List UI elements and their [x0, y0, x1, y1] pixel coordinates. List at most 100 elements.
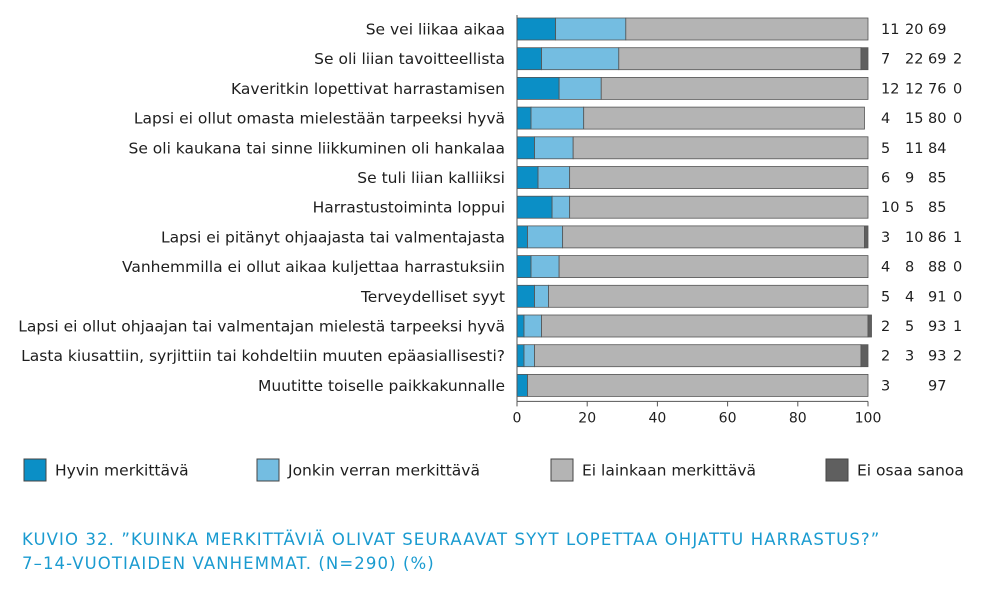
value-label: 12: [905, 81, 923, 97]
value-label: 0: [953, 260, 962, 276]
bar-segment: [864, 225, 869, 249]
x-tick-label: 80: [789, 410, 807, 426]
value-label: 7: [881, 52, 890, 68]
value-label: 5: [881, 289, 890, 305]
stacked-bar-chart: Se vei liikaa aikaa Se oli liian tavoitte…: [18, 15, 964, 482]
bar-segment: [516, 47, 542, 71]
bar-segment: [527, 225, 564, 249]
legend-swatch: [23, 458, 47, 482]
bar-segment: [537, 166, 571, 189]
value-label: 2: [881, 349, 890, 365]
legend-label: Ei lainkaan merkittävä: [582, 462, 756, 480]
value-label: 20: [905, 22, 923, 38]
value-label: 2: [953, 52, 962, 68]
bar-segment: [523, 344, 535, 368]
value-label: 3: [881, 378, 890, 394]
bar-segment: [516, 344, 525, 368]
bar-segment: [625, 17, 869, 41]
legend-swatch: [256, 458, 280, 482]
bar-segment: [516, 314, 525, 338]
bar-segment: [860, 344, 869, 368]
category-label: Kaveritkin lopettivat harrastamisen: [231, 80, 505, 98]
bar-segment: [860, 47, 869, 71]
category-label: Se oli liian tavoitteellista: [314, 50, 505, 68]
value-label: 4: [881, 111, 890, 127]
bar-segment: [555, 17, 627, 41]
bar-segment: [516, 106, 532, 130]
bar-segment: [534, 344, 862, 368]
value-label: 93: [928, 319, 946, 335]
bar-segment: [569, 195, 869, 219]
bar-segment: [516, 225, 528, 249]
value-label: 4: [905, 289, 914, 305]
value-label: 8: [905, 260, 914, 276]
value-label: 69: [928, 52, 946, 68]
bar-segment: [530, 106, 585, 130]
bar-segment: [516, 136, 535, 160]
bar-segment: [558, 255, 869, 279]
bar-segment: [548, 284, 869, 308]
bar-segment: [530, 255, 560, 279]
x-tick-label: 0: [513, 410, 522, 426]
legend-label: Jonkin verran merkittävä: [287, 462, 480, 480]
x-tick-label: 20: [578, 410, 596, 426]
bar-segment: [572, 136, 869, 160]
bar-segment: [618, 47, 862, 71]
x-tick-label: 40: [648, 410, 666, 426]
category-label: Terveydelliset syyt: [360, 288, 505, 306]
value-label: 85: [928, 200, 946, 216]
legend: Hyvin merkittävä Jonkin verran merkittävä…: [23, 458, 964, 482]
category-label: Muutitte toiselle paikkakunnalle: [258, 377, 505, 395]
bar-segment: [569, 166, 869, 189]
value-label: 6: [881, 171, 890, 187]
value-label: 88: [928, 260, 946, 276]
category-label: Lasta kiusattiin, syrjittiin tai kohdelt…: [21, 347, 505, 365]
bar-segment: [523, 314, 542, 338]
value-label: 1: [953, 319, 962, 335]
category-label: Se tuli liian kalliiksi: [357, 169, 505, 187]
value-label: 15: [905, 111, 923, 127]
category-label: Vanhemmilla ei ollut aikaa kuljettaa har…: [122, 258, 505, 276]
bar-segment: [867, 314, 872, 338]
category-label: Lapsi ei ollut omasta mielestään tarpeek…: [134, 110, 505, 128]
value-label: 69: [928, 22, 946, 38]
category-label: Lapsi ei pitänyt ohjaajasta tai valmenta…: [161, 228, 505, 246]
value-label: 10: [905, 230, 923, 246]
value-label: 1: [953, 230, 962, 246]
value-label: 0: [953, 81, 962, 97]
value-label: 91: [928, 289, 946, 305]
x-tick-label: 100: [855, 410, 882, 426]
bar-segment: [541, 47, 620, 71]
figure-caption: KUVIO 32. ”KUINKA MERKITTÄVIÄ OLIVAT SEU…: [22, 528, 992, 576]
value-label: 5: [881, 141, 890, 157]
value-label: 85: [928, 171, 946, 187]
value-label: 10: [881, 200, 899, 216]
value-label: 5: [905, 200, 914, 216]
value-label: 97: [928, 378, 946, 394]
bar-segment: [551, 195, 571, 219]
caption-line-2: 7–14-VUOTIAIDEN VANHEMMAT. (N=290) (%): [22, 554, 435, 573]
bars: [516, 17, 872, 397]
bar-segment: [516, 77, 560, 100]
bar-segment: [541, 314, 869, 338]
category-label: Harrastustoiminta loppui: [313, 199, 505, 217]
bar-segment: [516, 166, 539, 189]
value-label: 2: [881, 319, 890, 335]
legend-swatch: [550, 458, 574, 482]
legend-label: Hyvin merkittävä: [55, 462, 189, 480]
value-label: 3: [881, 230, 890, 246]
value-label: 80: [928, 111, 946, 127]
legend-label: Ei osaa sanoa: [857, 462, 964, 480]
bar-segment: [516, 373, 528, 397]
value-label: 2: [953, 349, 962, 365]
category-label: Lapsi ei ollut ohjaajan tai valmentajan …: [18, 318, 505, 336]
value-label: 12: [881, 81, 899, 97]
value-label: 0: [953, 111, 962, 127]
bar-segment: [527, 373, 869, 397]
category-label: Se vei liikaa aikaa: [366, 21, 505, 39]
bar-segment: [516, 255, 532, 279]
value-label: 22: [905, 52, 923, 68]
value-label: 9: [905, 171, 914, 187]
value-label: 5: [905, 319, 914, 335]
bar-segment: [516, 284, 535, 308]
